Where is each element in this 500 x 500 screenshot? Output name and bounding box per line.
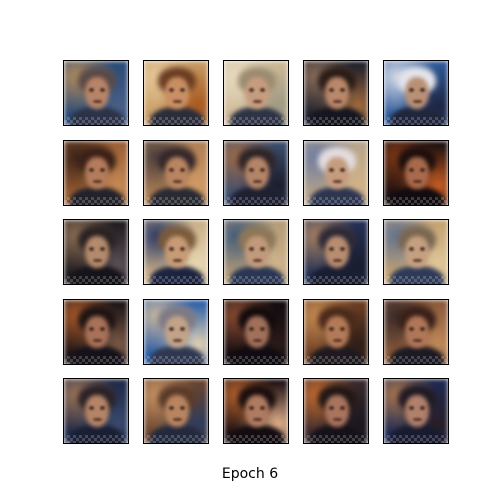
sample-image	[223, 60, 289, 126]
sample-image	[383, 378, 449, 444]
sample-image	[63, 60, 129, 126]
sample-image	[63, 140, 129, 206]
sample-image	[223, 378, 289, 444]
sample-image	[383, 299, 449, 365]
sample-image	[143, 378, 209, 444]
sample-image	[303, 378, 369, 444]
sample-image	[383, 140, 449, 206]
sample-image	[383, 60, 449, 126]
sample-image	[303, 299, 369, 365]
sample-image	[143, 140, 209, 206]
sample-image	[303, 140, 369, 206]
figure-title: Epoch 6	[0, 466, 500, 482]
sample-image	[63, 219, 129, 285]
sample-image	[223, 299, 289, 365]
sample-image	[223, 219, 289, 285]
sample-image	[143, 60, 209, 126]
sample-image	[303, 60, 369, 126]
sample-image	[63, 299, 129, 365]
sample-image	[143, 219, 209, 285]
sample-image	[223, 140, 289, 206]
sample-image	[303, 219, 369, 285]
sample-image	[383, 219, 449, 285]
sample-image	[143, 299, 209, 365]
sample-image	[63, 378, 129, 444]
